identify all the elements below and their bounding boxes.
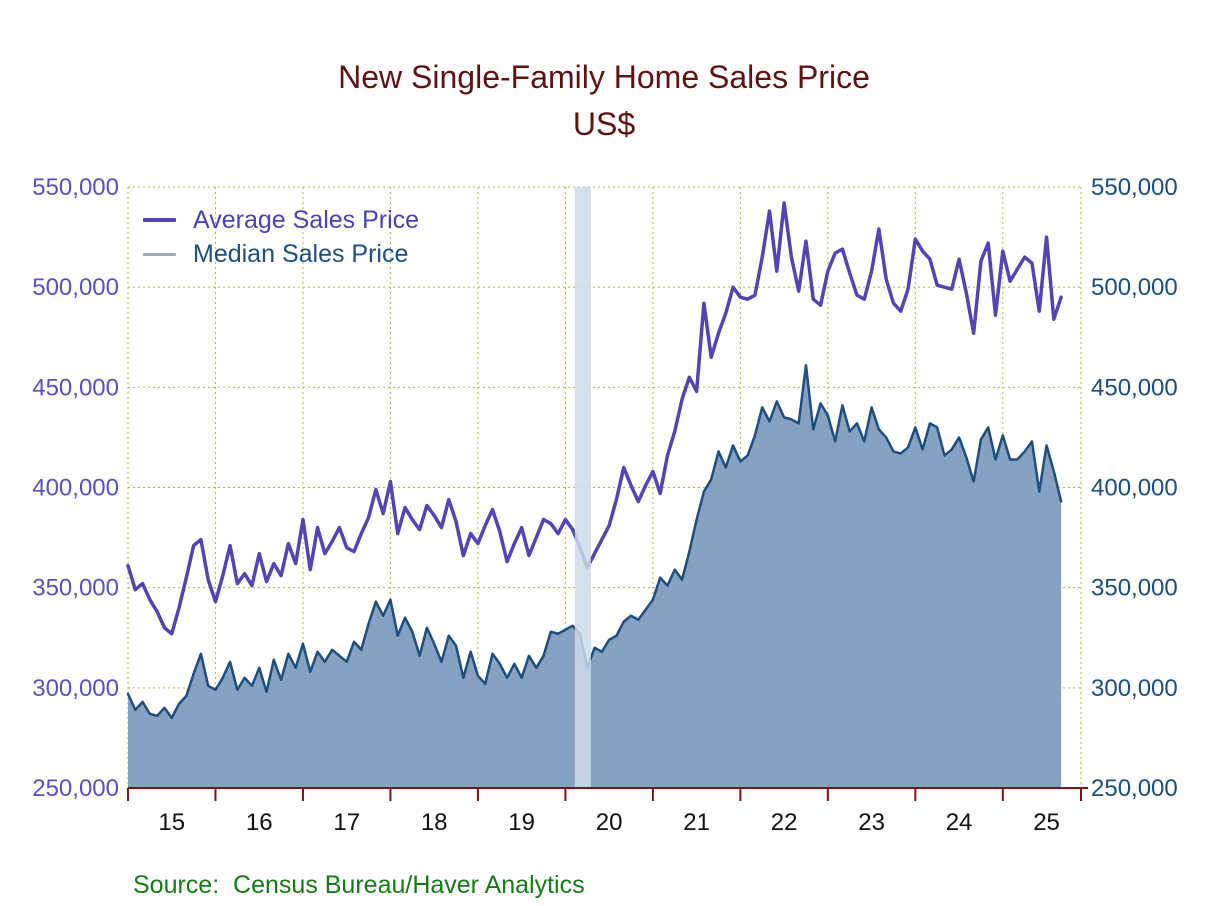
x-tick-label: 20	[596, 809, 623, 836]
x-tick-label: 24	[946, 809, 973, 836]
x-tick-label: 18	[421, 809, 448, 836]
chart-legend: Average Sales Price Median Sales Price	[143, 203, 419, 271]
chart-subtitle: US$	[572, 106, 636, 142]
x-tick-label: 25	[1033, 809, 1060, 836]
y-tick-label-left: 450,000	[32, 374, 119, 401]
x-axis: 15 16 17 18 19 20 21 22 23 24 25	[127, 787, 1088, 836]
median-series-swatch	[143, 252, 176, 256]
chart-title: New Single-Family Home Sales Price	[338, 59, 870, 95]
y-tick-label-left: 300,000	[32, 675, 119, 702]
x-tick-label: 19	[508, 809, 535, 836]
y-tick-label-right: 550,000	[1091, 174, 1178, 201]
legend-item-average: Average Sales Price	[143, 203, 419, 237]
average-sales-price-line	[126, 201, 1063, 636]
y-tick-label-right: 400,000	[1091, 475, 1178, 502]
chart-title-block: New Single-Family Home Sales Price US$	[0, 54, 1208, 148]
y-tick-label-right: 500,000	[1091, 274, 1178, 301]
average-series-swatch	[143, 218, 176, 222]
y-tick-label-right: 250,000	[1091, 775, 1178, 802]
y-tick-label-left: 350,000	[32, 575, 119, 602]
y-tick-label-right: 300,000	[1091, 675, 1178, 702]
recession-band	[574, 187, 591, 788]
y-tick-label-left: 250,000	[32, 775, 119, 802]
median-sales-price-line	[126, 364, 1063, 720]
y-tick-label-left: 500,000	[32, 274, 119, 301]
y-tick-label-left: 550,000	[32, 174, 119, 201]
y-tick-label-right: 350,000	[1091, 575, 1178, 602]
median-sales-price-area	[128, 365, 1062, 788]
legend-label-median: Median Sales Price	[193, 239, 409, 268]
source-text: Source: Census Bureau/Haver Analytics	[133, 871, 585, 899]
x-tick-label: 22	[771, 809, 798, 836]
x-tick-label: 23	[858, 809, 885, 836]
y-tick-label-right: 450,000	[1091, 374, 1178, 401]
x-tick-label: 17	[333, 809, 360, 836]
x-tick-label: 21	[683, 809, 710, 836]
y-tick-label-left: 400,000	[32, 475, 119, 502]
x-tick-label: 16	[246, 809, 273, 836]
legend-label-average: Average Sales Price	[193, 205, 420, 234]
legend-item-median: Median Sales Price	[143, 237, 419, 271]
x-tick-label: 15	[158, 809, 185, 836]
y-axis-labels: 250,000 250,000 300,000 300,000 350,000 350,0…	[32, 174, 1178, 802]
